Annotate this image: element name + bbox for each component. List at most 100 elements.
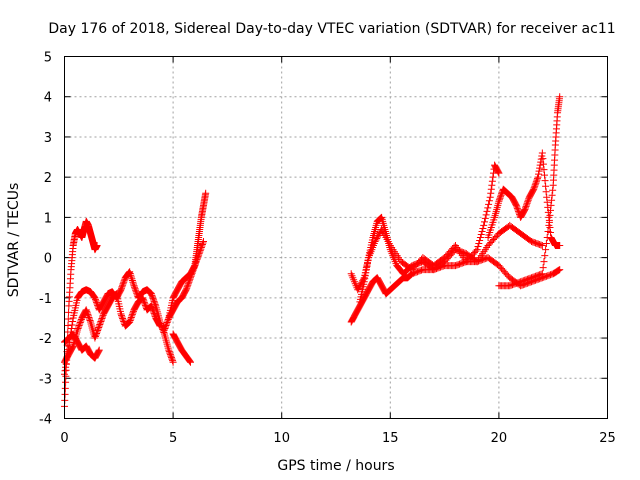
data-point <box>169 357 177 365</box>
data-point <box>533 176 541 184</box>
data-point <box>530 185 538 193</box>
data-point <box>538 149 546 157</box>
data-point <box>474 243 482 251</box>
data-point <box>186 274 194 282</box>
y-tick-label: -4 <box>39 413 52 428</box>
data-point <box>476 237 484 245</box>
x-tick-labels: 0 5 10 15 20 25 <box>60 431 615 446</box>
data-point <box>513 203 521 211</box>
sat-trace-l <box>495 93 564 290</box>
data-point <box>556 93 564 101</box>
data-point <box>514 206 522 214</box>
data-point <box>65 308 73 316</box>
data-point <box>128 310 136 318</box>
data-point <box>481 218 489 226</box>
data-point <box>192 259 200 267</box>
y-tick-label: 0 <box>44 252 52 267</box>
data-point <box>361 272 369 280</box>
data-point <box>195 250 203 258</box>
data-point <box>531 181 539 189</box>
y-tick-label: 4 <box>44 91 52 106</box>
data-point <box>194 253 202 261</box>
data-point <box>83 309 91 317</box>
data-point <box>98 314 106 322</box>
data-point <box>202 189 210 197</box>
data-point <box>374 231 382 239</box>
data-point <box>538 242 546 250</box>
y-axis-label: SDTVAR / TECUs <box>6 183 22 298</box>
data-point <box>537 241 545 249</box>
data-point <box>530 184 538 192</box>
data-point <box>156 322 164 330</box>
data-point <box>535 170 543 178</box>
data-point <box>148 293 156 301</box>
data-point <box>473 246 481 254</box>
data-point <box>536 161 544 169</box>
data-point <box>484 204 492 212</box>
data-point <box>377 214 385 222</box>
data-point <box>544 227 552 235</box>
sat-trace-e <box>160 189 210 334</box>
data-point <box>489 173 497 181</box>
data-point <box>96 319 104 327</box>
data-point <box>150 309 158 317</box>
data-marks <box>61 93 564 410</box>
data-point <box>481 214 489 222</box>
data-point <box>197 245 205 253</box>
data-point <box>541 252 549 260</box>
data-point <box>150 308 158 316</box>
data-point <box>539 155 547 163</box>
data-point <box>185 357 193 365</box>
x-tick-label: 10 <box>273 431 290 446</box>
data-point <box>190 263 198 271</box>
x-axis-label: GPS time / hours <box>277 458 394 474</box>
data-point <box>188 271 196 279</box>
data-point <box>554 267 562 275</box>
data-point <box>141 300 149 308</box>
data-point <box>85 315 93 323</box>
data-point <box>190 265 198 273</box>
data-point <box>522 204 530 212</box>
data-point <box>93 242 101 250</box>
data-point <box>364 257 372 265</box>
grid-lines <box>64 56 608 419</box>
data-point <box>140 297 148 305</box>
data-point <box>130 282 138 290</box>
x-tick-label: 5 <box>169 431 177 446</box>
data-point <box>542 240 550 248</box>
data-point <box>482 211 490 219</box>
data-point <box>184 280 192 288</box>
sat-trace-j <box>356 161 503 306</box>
data-point <box>548 191 556 199</box>
x-tick-label: 15 <box>382 431 399 446</box>
data-point <box>128 312 136 320</box>
data-point <box>99 313 107 321</box>
data-point <box>189 268 197 276</box>
data-point <box>355 284 363 292</box>
data-point <box>542 246 550 254</box>
data-point <box>537 155 545 163</box>
data-point <box>93 298 101 306</box>
data-point <box>485 200 493 208</box>
data-point <box>68 321 76 329</box>
data-point <box>161 325 169 333</box>
data-point <box>95 346 103 354</box>
data-point <box>372 236 380 244</box>
data-point <box>543 234 551 241</box>
data-point <box>160 326 168 334</box>
data-point <box>119 281 127 289</box>
data-point <box>541 177 549 185</box>
data-point <box>90 292 98 300</box>
data-point <box>64 321 72 329</box>
x-tick-label: 20 <box>491 431 508 446</box>
data-point <box>84 312 92 320</box>
data-point <box>356 281 364 289</box>
data-point <box>165 346 173 354</box>
data-point <box>362 269 370 277</box>
data-point <box>186 275 194 283</box>
data-point <box>538 270 546 278</box>
data-point <box>523 201 531 209</box>
data-point <box>83 307 91 315</box>
data-point <box>478 227 486 235</box>
data-point <box>523 199 531 207</box>
